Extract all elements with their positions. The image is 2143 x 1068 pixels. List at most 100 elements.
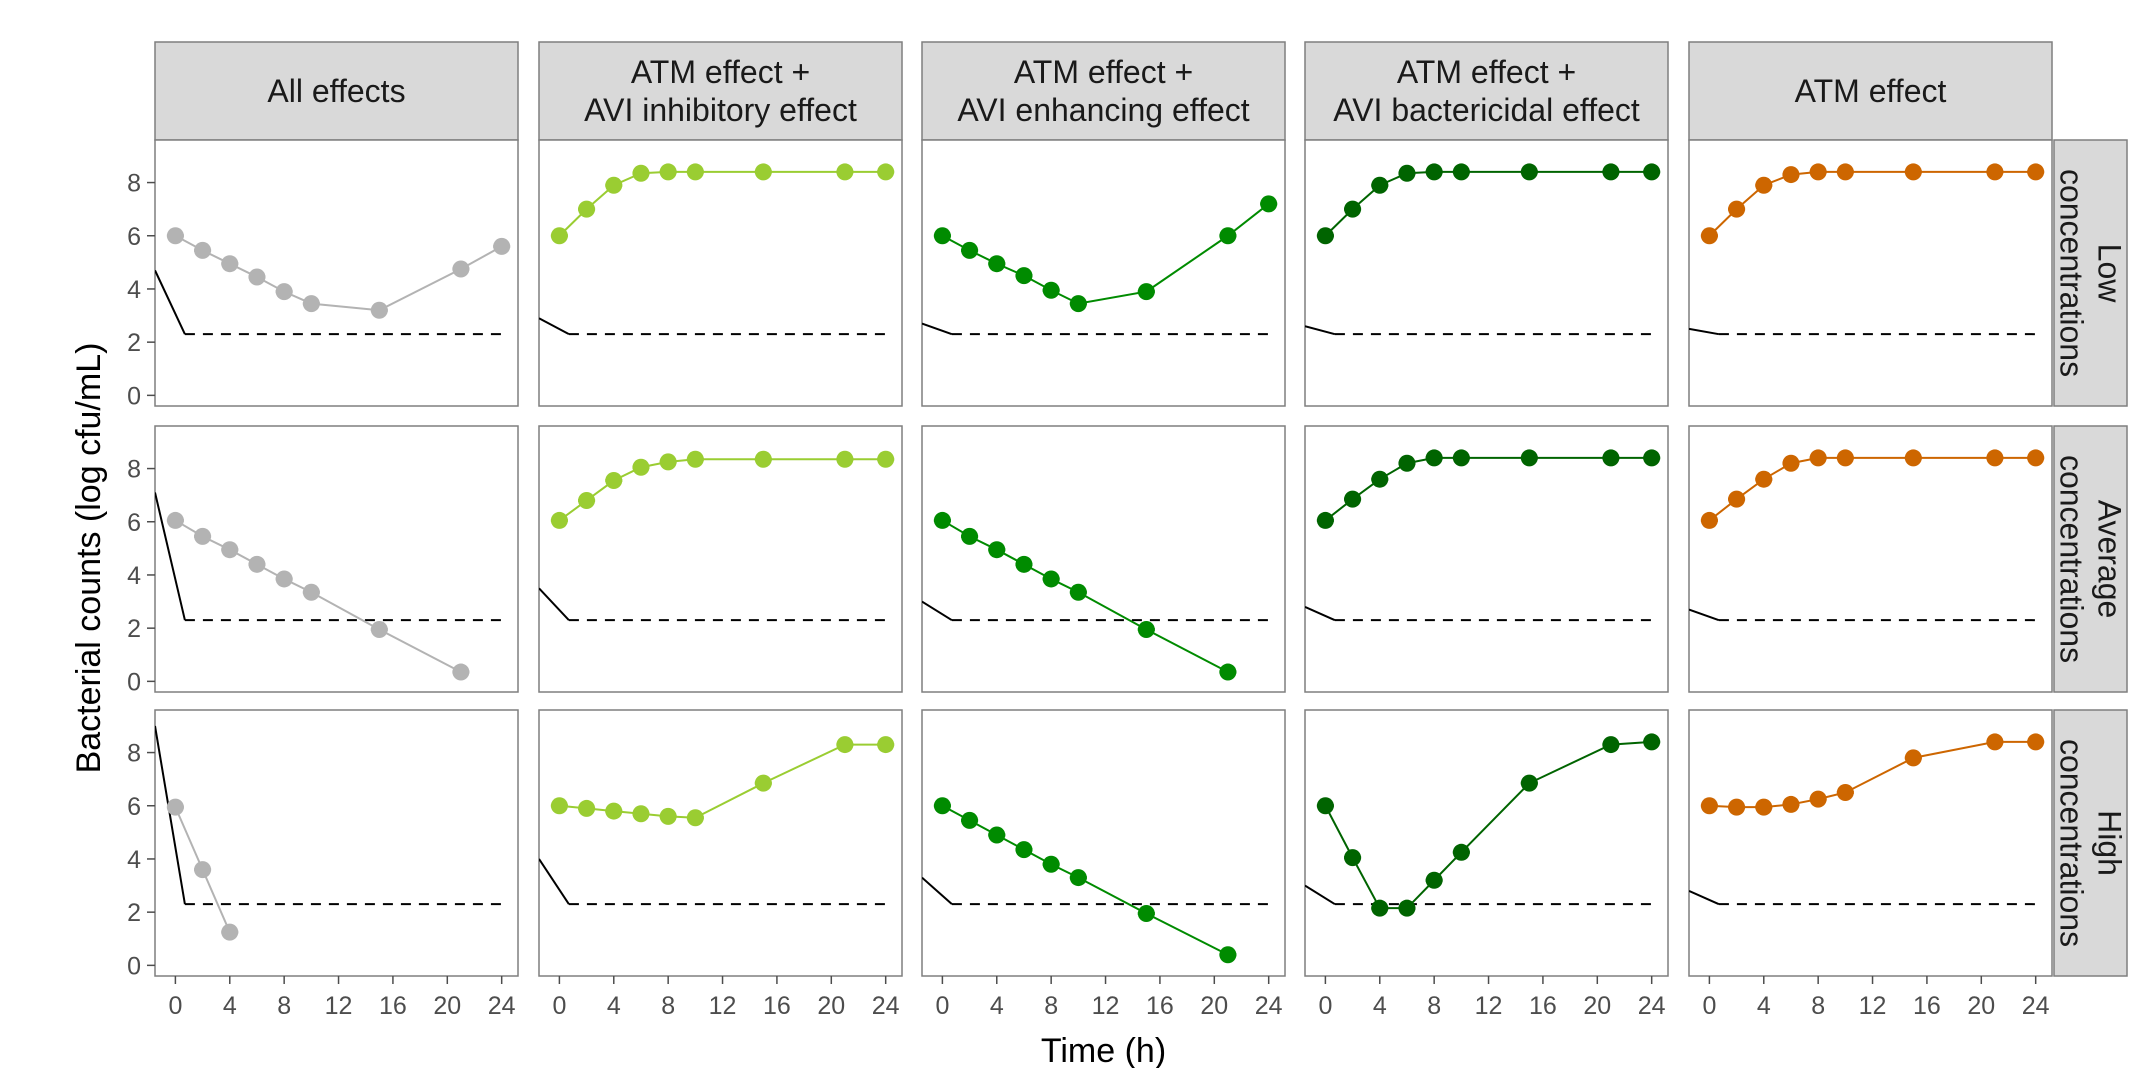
row-strip-2 — [2053, 709, 2128, 977]
panel-marks-0-2 — [922, 195, 1278, 336]
panel-0-4 — [1688, 139, 2053, 407]
x-tick-label-1-1: 4 — [607, 992, 621, 1020]
panel-marks-1-1 — [539, 450, 895, 622]
row-title-2-line-0: High — [2092, 810, 2128, 876]
pk-line-0-2 — [922, 322, 953, 336]
x-tick-label-1-3: 12 — [709, 992, 737, 1020]
x-tick-label-3-2: 8 — [1427, 992, 1441, 1020]
pk-line-0-1 — [539, 317, 570, 336]
y-tick-label-2-0: 0 — [127, 952, 141, 980]
column-title-1-line-1: AVI inhibitory effect — [584, 92, 857, 128]
panel-1-4 — [1688, 425, 2053, 693]
panel-marks-0-3 — [1305, 163, 1661, 336]
x-tick-label-0-3: 12 — [325, 992, 353, 1020]
pk-line-0-4 — [1689, 327, 1720, 336]
x-tick-label-1-2: 8 — [661, 992, 675, 1020]
x-tick-label-1-6: 24 — [872, 992, 900, 1020]
panel-0-2 — [921, 139, 1286, 407]
panel-0-3 — [1304, 139, 1669, 407]
panel-marks-1-4 — [1689, 449, 2045, 622]
pk-line-0-0 — [155, 269, 186, 335]
y-tick-label-2-2: 4 — [127, 846, 141, 874]
column-title-3-line-0: ATM effect + — [1397, 54, 1576, 90]
panel-marks-0-0 — [155, 227, 511, 336]
panel-1-3 — [1304, 425, 1669, 693]
panel-marks-2-0 — [155, 725, 502, 941]
x-tick-label-0-1: 4 — [223, 992, 237, 1020]
panel-marks-0-4 — [1689, 163, 2045, 336]
y-axis-title: Bacterial counts (log cfu/mL) — [70, 343, 108, 774]
row-title-1-line-0: Average — [2092, 500, 2128, 619]
x-tick-label-0-5: 20 — [433, 992, 461, 1020]
y-tick-label-2-3: 6 — [127, 793, 141, 821]
column-title-0-line-0: All effects — [267, 73, 405, 109]
x-tick-label-2-2: 8 — [1044, 992, 1058, 1020]
panel-2-1 — [538, 709, 903, 977]
panel-marks-0-1 — [539, 163, 895, 336]
panel-1-2 — [921, 425, 1286, 693]
pk-line-1-4 — [1689, 608, 1720, 622]
y-tick-label-1-3: 6 — [127, 509, 141, 537]
x-tick-label-1-0: 0 — [552, 992, 566, 1020]
x-tick-label-3-4: 16 — [1529, 992, 1557, 1020]
panel-marks-1-3 — [1305, 449, 1661, 622]
column-title-2-line-0: ATM effect + — [1014, 54, 1193, 90]
x-tick-label-3-6: 24 — [1638, 992, 1666, 1020]
x-tick-label-4-2: 8 — [1811, 992, 1825, 1020]
panel-marks-1-0 — [155, 492, 502, 681]
x-tick-label-1-4: 16 — [763, 992, 791, 1020]
column-strip-2 — [921, 41, 1286, 141]
x-tick-label-2-0: 0 — [935, 992, 949, 1020]
x-tick-label-4-5: 20 — [1967, 992, 1995, 1020]
column-title-1-line-0: ATM effect + — [631, 54, 810, 90]
panel-2-2 — [921, 709, 1286, 977]
column-title-2-line-1: AVI enhancing effect — [957, 92, 1249, 128]
x-tick-label-2-4: 16 — [1146, 992, 1174, 1020]
panel-marks-2-2 — [922, 797, 1269, 964]
panel-marks-2-4 — [1689, 733, 2045, 906]
y-tick-label-2-1: 2 — [127, 899, 141, 927]
x-tick-label-4-6: 24 — [2022, 992, 2050, 1020]
column-strip-1 — [538, 41, 903, 141]
pk-line-1-1 — [539, 587, 570, 621]
panel-0-1 — [538, 139, 903, 407]
row-title-0-line-1: concentrations — [2054, 169, 2090, 377]
y-tick-label-1-2: 4 — [127, 562, 141, 590]
x-tick-label-3-1: 4 — [1373, 992, 1387, 1020]
column-strip-4 — [1688, 41, 2053, 141]
row-strip-0 — [2053, 139, 2128, 407]
row-strip-1 — [2053, 425, 2128, 693]
panel-2-3 — [1304, 709, 1669, 977]
column-title-3-line-1: AVI bactericidal effect — [1333, 92, 1640, 128]
x-tick-label-4-1: 4 — [1757, 992, 1771, 1020]
pk-line-2-4 — [1689, 889, 1720, 906]
x-tick-label-4-4: 16 — [1913, 992, 1941, 1020]
x-tick-label-1-5: 20 — [817, 992, 845, 1020]
x-tick-label-2-5: 20 — [1200, 992, 1228, 1020]
panel-marks-2-3 — [1305, 733, 1661, 917]
row-title-2-line-1: concentrations — [2054, 739, 2090, 947]
y-tick-label-0-2: 4 — [127, 276, 141, 304]
x-tick-label-0-6: 24 — [488, 992, 516, 1020]
pk-line-2-1 — [539, 858, 570, 905]
y-tick-label-2-4: 8 — [127, 740, 141, 768]
x-tick-label-4-3: 12 — [1859, 992, 1887, 1020]
row-title-0-line-0: Low — [2092, 244, 2128, 304]
column-strip-0 — [154, 41, 519, 141]
y-tick-label-0-3: 6 — [127, 223, 141, 251]
panel-2-0 — [154, 709, 519, 977]
panel-marks-2-1 — [539, 736, 895, 906]
pk-line-1-0 — [155, 492, 186, 621]
x-tick-label-3-3: 12 — [1475, 992, 1503, 1020]
y-tick-label-1-1: 2 — [127, 615, 141, 643]
pk-line-1-2 — [922, 600, 953, 622]
pk-line-2-0 — [155, 725, 186, 905]
y-tick-label-0-0: 0 — [127, 382, 141, 410]
y-tick-label-0-1: 2 — [127, 329, 141, 357]
x-tick-label-3-5: 20 — [1583, 992, 1611, 1020]
pk-line-0-3 — [1305, 325, 1336, 336]
x-axis-title: Time (h) — [1041, 1032, 1166, 1068]
x-tick-label-0-0: 0 — [168, 992, 182, 1020]
